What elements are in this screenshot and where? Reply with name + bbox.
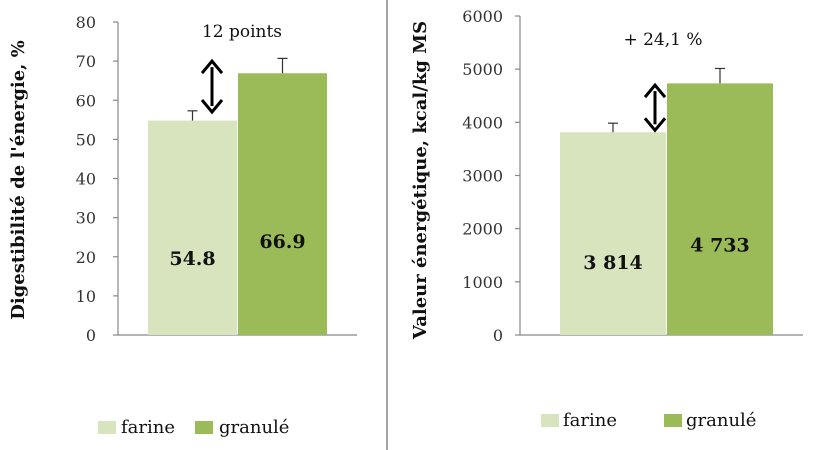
legend-swatch-farine bbox=[541, 414, 559, 427]
y-tick-label: 4000 bbox=[462, 113, 503, 132]
legend-label-farine: farine bbox=[563, 410, 617, 431]
legend-swatch-granulé bbox=[664, 414, 682, 427]
legend-swatch-farine bbox=[98, 421, 116, 434]
chart-panel-energy-value: 0 1000 2000 3000 4000 5000 6000 Valeur énergéti… bbox=[410, 7, 803, 431]
legend-label-granulé: granulé bbox=[686, 410, 756, 431]
arrow-head-down bbox=[643, 117, 667, 133]
bar-granulé bbox=[667, 83, 773, 335]
data-label: 54.8 bbox=[169, 248, 215, 270]
legend-label-farine: farine bbox=[121, 417, 175, 438]
arrow-head-down bbox=[200, 99, 224, 115]
arrow-head-up bbox=[643, 82, 667, 99]
arrow-head-up bbox=[200, 58, 224, 75]
data-label: 66.9 bbox=[259, 231, 305, 253]
y-tick-label: 40 bbox=[76, 170, 96, 189]
y-tick-label: 3000 bbox=[462, 167, 503, 186]
y-tick-label: 2000 bbox=[462, 220, 503, 239]
legend-swatch-granulé bbox=[195, 421, 213, 434]
y-axis-label: Valeur énergétique, kcal/kg MS bbox=[410, 21, 431, 340]
y-tick-label: 30 bbox=[76, 209, 96, 228]
y-tick-label: 0 bbox=[86, 326, 96, 345]
bar-farine bbox=[148, 120, 237, 335]
bar-farine bbox=[560, 132, 666, 335]
y-tick-label: 20 bbox=[76, 248, 96, 267]
bar-granulé bbox=[238, 73, 327, 335]
chart-panel-digestibility: 0 10 20 30 40 50 60 70 80 Digestibilité de l'éner… bbox=[8, 13, 357, 438]
y-tick-label: 50 bbox=[76, 130, 96, 149]
difference-annotation: + 24,1 % bbox=[623, 30, 702, 50]
data-label: 4 733 bbox=[690, 234, 750, 256]
data-label: 3 814 bbox=[583, 252, 643, 274]
y-tick-label: 70 bbox=[76, 52, 96, 71]
y-tick-label: 6000 bbox=[462, 7, 503, 26]
legend-label-granulé: granulé bbox=[219, 417, 289, 438]
y-tick-label: 0 bbox=[493, 326, 503, 345]
y-tick-label: 60 bbox=[76, 91, 96, 110]
y-axis-label: Digestibilité de l'énergie, % bbox=[8, 40, 29, 320]
y-tick-label: 1000 bbox=[462, 273, 503, 292]
y-tick-label: 80 bbox=[76, 13, 96, 32]
y-tick-label: 5000 bbox=[462, 60, 503, 79]
y-tick-label: 10 bbox=[76, 287, 96, 306]
difference-annotation: 12 points bbox=[202, 22, 282, 42]
